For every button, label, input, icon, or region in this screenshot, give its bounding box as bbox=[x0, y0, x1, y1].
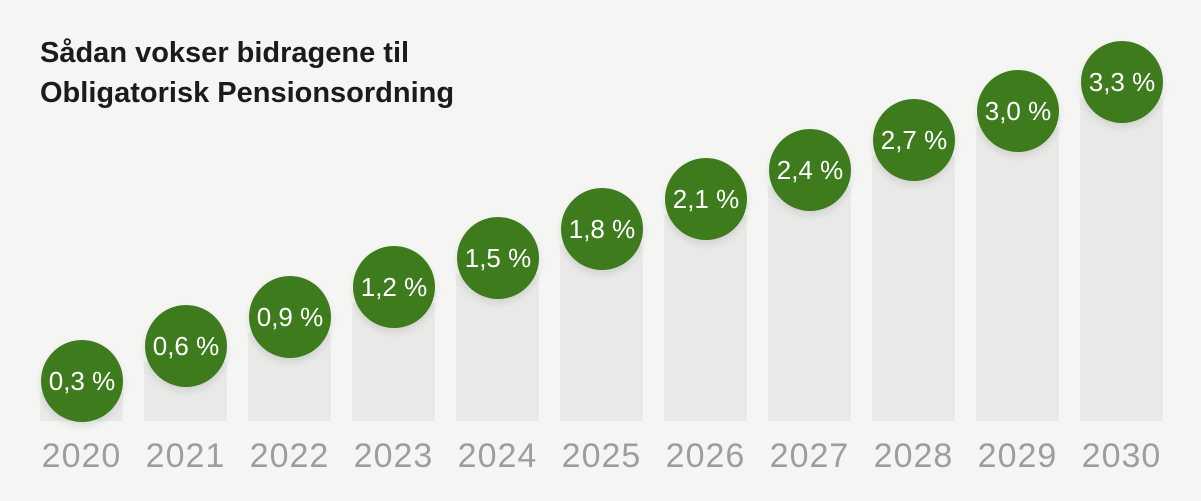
value-label-2025: 1,8 % bbox=[568, 213, 636, 244]
year-label-2027: 2027 bbox=[769, 437, 850, 475]
bar-2030 bbox=[1080, 98, 1163, 421]
value-label-2022: 0,9 % bbox=[256, 301, 324, 332]
value-label-2021: 0,6 % bbox=[152, 330, 220, 361]
value-label-2024: 1,5 % bbox=[464, 242, 532, 273]
value-label-2026: 2,1 % bbox=[672, 183, 740, 214]
value-bubble-2026: 2,1 % bbox=[665, 158, 747, 240]
value-bubble-2028: 2,7 % bbox=[873, 99, 955, 181]
value-label-2023: 1,2 % bbox=[360, 271, 428, 302]
bar-2025 bbox=[560, 245, 643, 421]
value-bubble-2023: 1,2 % bbox=[353, 246, 435, 328]
year-label-2021: 2021 bbox=[145, 437, 226, 475]
value-bubble-2025: 1,8 % bbox=[561, 188, 643, 270]
value-bubble-2029: 3,0 % bbox=[977, 70, 1059, 152]
year-label-2029: 2029 bbox=[977, 437, 1058, 475]
value-label-2028: 2,7 % bbox=[880, 124, 948, 155]
value-bubble-2024: 1,5 % bbox=[457, 217, 539, 299]
value-label-2027: 2,4 % bbox=[776, 154, 844, 185]
value-bubble-2022: 0,9 % bbox=[249, 276, 331, 358]
year-label-2020: 2020 bbox=[41, 437, 122, 475]
value-bubble-2020: 0,3 % bbox=[41, 340, 123, 422]
year-label-2026: 2026 bbox=[665, 437, 746, 475]
chart-title: Sådan vokser bidragene til Obligatorisk … bbox=[40, 33, 454, 113]
value-bubble-2021: 0,6 % bbox=[145, 305, 227, 387]
year-label-2025: 2025 bbox=[561, 437, 642, 475]
chart-title-line1: Sådan vokser bidragene til bbox=[40, 37, 410, 69]
bar-2028 bbox=[872, 156, 955, 421]
year-label-2028: 2028 bbox=[873, 437, 954, 475]
value-label-2020: 0,3 % bbox=[48, 365, 116, 396]
chart-title-line2: Obligatorisk Pensionsordning bbox=[40, 77, 455, 109]
year-label-2030: 2030 bbox=[1081, 437, 1162, 475]
value-label-2030: 3,3 % bbox=[1088, 66, 1156, 97]
bar-2027 bbox=[768, 186, 851, 421]
year-label-2022: 2022 bbox=[249, 437, 330, 475]
value-bubble-2030: 3,3 % bbox=[1081, 41, 1163, 123]
value-bubble-2027: 2,4 % bbox=[769, 129, 851, 211]
year-label-2023: 2023 bbox=[353, 437, 434, 475]
value-label-2029: 3,0 % bbox=[984, 95, 1052, 126]
bar-2029 bbox=[976, 127, 1059, 421]
bar-2026 bbox=[664, 215, 747, 421]
year-label-2024: 2024 bbox=[457, 437, 538, 475]
